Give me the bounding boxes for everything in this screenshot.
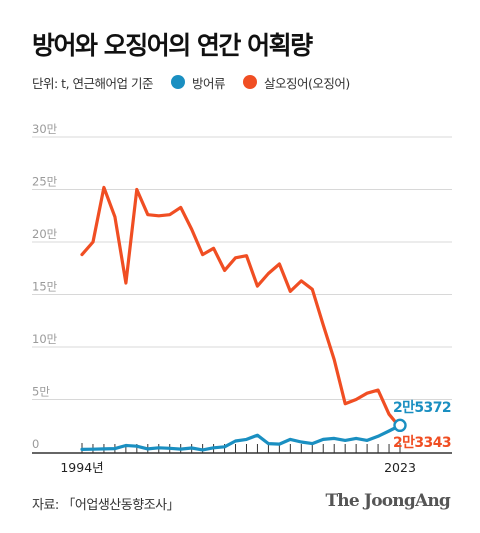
legend-label-yellowtail: 방어류 [192, 75, 226, 91]
y-tick-label: 0 [32, 437, 39, 451]
end-label-yellowtail: 2만5372 [393, 400, 451, 416]
end-label-squid: 2만3343 [393, 435, 451, 451]
y-tick-label: 25만 [32, 175, 58, 189]
source-note: 자료: 「어업생산동향조사」 [32, 498, 180, 513]
y-tick-label: 20만 [32, 227, 58, 241]
y-tick-label: 10만 [32, 332, 58, 346]
legend-swatch-squid [243, 75, 258, 89]
legend-item-yellowtail: 방어류 [171, 73, 226, 92]
y-tick-label: 5만 [32, 385, 50, 399]
y-tick-label: 30만 [32, 122, 58, 136]
legend-item-squid: 살오징어(오징어) [243, 73, 350, 92]
legend-swatch-yellowtail [171, 75, 186, 89]
series-line-squid [80, 185, 402, 430]
x-tick-label-end: 2023 [384, 460, 416, 475]
y-tick-label: 15만 [32, 280, 58, 294]
brand-logo: The JoongAng [325, 491, 450, 511]
x-tick-label-start: 1994년 [60, 460, 103, 475]
endpoint-marker-yellowtail [393, 418, 407, 433]
legend-row: 단위: t, 연근해어업 기준 방어류 살오징어(오징어) [32, 72, 350, 92]
unit-note: 단위: t, 연근해어업 기준 [32, 75, 154, 91]
legend-label-squid: 살오징어(오징어) [264, 75, 350, 91]
series-line-yellowtail [80, 423, 402, 452]
chart-title: 방어와 오징어의 연간 어획량 [32, 31, 313, 60]
